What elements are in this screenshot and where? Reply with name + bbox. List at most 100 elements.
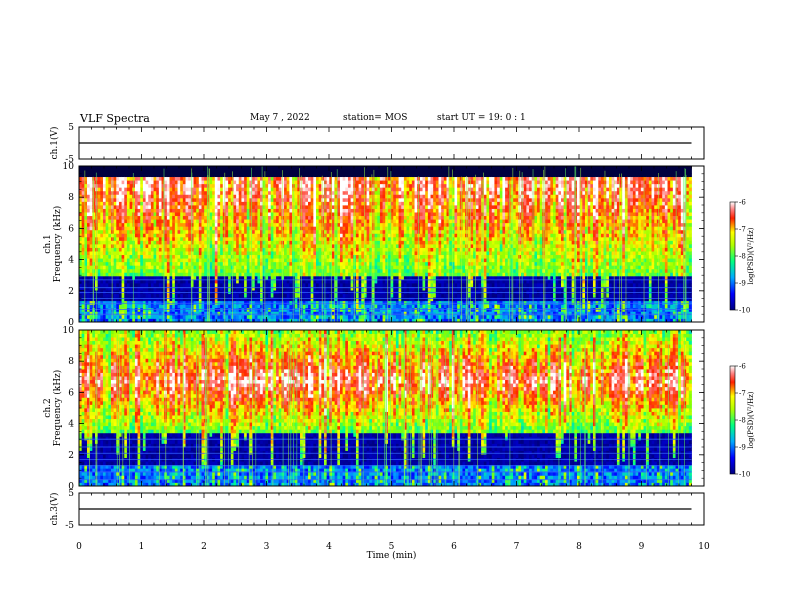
spectrogram-cell	[268, 230, 271, 234]
spectrogram-cell	[367, 180, 370, 184]
spectrogram-cell	[130, 269, 133, 273]
spectrogram-cell	[178, 212, 181, 216]
spectrogram-cell	[209, 265, 212, 269]
spectrogram-cell	[175, 187, 178, 191]
spectrogram-cell	[135, 226, 138, 230]
spectrogram-cell	[375, 244, 378, 248]
spectrogram-cell	[340, 194, 343, 198]
spectrogram-cell	[340, 187, 343, 191]
spectrogram-cell	[127, 297, 130, 301]
spectrogram-cell	[146, 201, 149, 205]
spectrogram-cell	[345, 180, 348, 184]
spectrogram-cell	[138, 219, 141, 223]
spectrogram-cell	[287, 173, 290, 177]
spectrogram-cell	[183, 237, 186, 241]
spectrogram-cell	[225, 251, 228, 255]
spectrogram-cell	[114, 258, 117, 262]
spectrogram-cell	[236, 209, 239, 213]
spectrogram-cell	[130, 283, 133, 287]
spectrogram-cell	[372, 187, 375, 191]
spectrogram-cell	[359, 173, 362, 177]
spectrogram-cell	[247, 177, 250, 181]
spectrogram-cell	[108, 297, 111, 301]
spectrogram-cell	[143, 170, 146, 174]
spectrogram-cell	[239, 272, 242, 276]
spectrogram-cell	[289, 276, 292, 280]
spectrogram-cell	[143, 198, 146, 202]
spectrogram-cell	[337, 226, 340, 230]
spectrogram-cell	[172, 205, 175, 209]
spectrogram-cell	[313, 233, 316, 237]
spectrogram-cell	[353, 237, 356, 241]
spectrogram-cell	[337, 201, 340, 205]
spectrogram-cell	[311, 283, 314, 287]
spectrogram-cell	[130, 248, 133, 252]
spectrogram-cell	[239, 184, 242, 188]
spectrogram-cell	[114, 297, 117, 301]
spectrogram-cell	[212, 315, 215, 319]
spectrogram-cell	[220, 297, 223, 301]
spectrogram-cell	[82, 297, 85, 301]
spectrogram-cell	[196, 209, 199, 213]
spectrogram-cell	[151, 283, 154, 287]
spectrogram-cell	[340, 173, 343, 177]
spectrogram-cell	[268, 248, 271, 252]
spectrogram-cell	[292, 205, 295, 209]
spectrogram-cell	[119, 304, 122, 308]
spectrogram-cell	[367, 315, 370, 319]
spectrogram-cell	[276, 187, 279, 191]
spectrogram-cell	[329, 187, 332, 191]
spectrogram-cell	[308, 272, 311, 276]
spectrogram-cell	[327, 311, 330, 315]
spectrogram-cell	[199, 223, 202, 227]
spectrogram-cell	[271, 180, 274, 184]
spectrogram-cell	[199, 304, 202, 308]
spectrogram-cell	[348, 180, 351, 184]
spectrogram-cell	[257, 216, 260, 220]
spectrogram-cell	[308, 166, 311, 170]
spectrogram-cell	[204, 173, 207, 177]
spectrogram-cell	[241, 187, 244, 191]
spectrogram-cell	[265, 177, 268, 181]
spectrogram-cell	[324, 244, 327, 248]
spectrogram-cell	[233, 223, 236, 227]
spectrogram-cell	[199, 283, 202, 287]
spectrogram-cell	[196, 216, 199, 220]
spectrogram-cell	[313, 315, 316, 319]
spectrogram-cell	[116, 311, 119, 315]
spectrogram-cell	[202, 287, 205, 291]
spectrogram-cell	[225, 230, 228, 234]
spectrogram-cell	[292, 201, 295, 205]
spectrogram-cell	[260, 180, 263, 184]
spectrogram-cell	[279, 311, 282, 315]
spectrogram-cell	[90, 272, 93, 276]
spectrogram-cell	[100, 258, 103, 262]
spectrogram-cell	[148, 276, 151, 280]
spectrogram-cell	[98, 205, 101, 209]
spectrogram-cell	[140, 255, 143, 259]
spectrogram-cell	[233, 212, 236, 216]
spectrogram-cell	[263, 255, 266, 259]
spectrogram-cell	[199, 177, 202, 181]
spectrogram-cell	[271, 258, 274, 262]
spectrogram-cell	[287, 272, 290, 276]
spectrogram-cell	[202, 304, 205, 308]
spectrogram-cell	[353, 180, 356, 184]
spectrogram-cell	[225, 170, 228, 174]
spectrogram-cell	[236, 194, 239, 198]
spectrogram-cell	[151, 255, 154, 259]
spectrogram-cell	[132, 226, 135, 230]
spectrogram-cell	[353, 240, 356, 244]
spectrogram-cell	[122, 223, 125, 227]
spectrogram-cell	[345, 304, 348, 308]
spectrogram-cell	[194, 226, 197, 230]
spectrogram-cell	[313, 191, 316, 195]
spectrogram-cell	[178, 230, 181, 234]
spectrogram-cell	[340, 212, 343, 216]
spectrogram-cell	[82, 248, 85, 252]
spectrogram-cell	[367, 212, 370, 216]
spectrogram-cell	[361, 287, 364, 291]
spectrogram-cell	[87, 269, 90, 273]
spectrogram-cell	[138, 194, 141, 198]
spectrogram-cell	[249, 311, 252, 315]
